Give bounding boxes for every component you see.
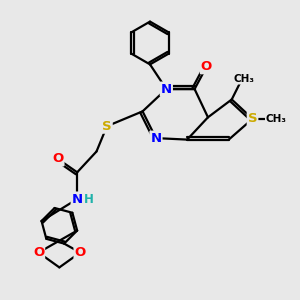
Text: S: S bbox=[248, 112, 257, 125]
Text: S: S bbox=[102, 120, 112, 133]
Text: H: H bbox=[83, 193, 93, 206]
Text: N: N bbox=[161, 82, 172, 96]
Text: CH₃: CH₃ bbox=[266, 114, 287, 124]
Text: O: O bbox=[33, 246, 44, 259]
Text: O: O bbox=[74, 246, 86, 259]
Text: O: O bbox=[201, 60, 212, 73]
Text: N: N bbox=[72, 193, 83, 206]
Text: CH₃: CH₃ bbox=[234, 74, 255, 84]
Text: N: N bbox=[150, 132, 161, 145]
Text: O: O bbox=[52, 152, 64, 165]
